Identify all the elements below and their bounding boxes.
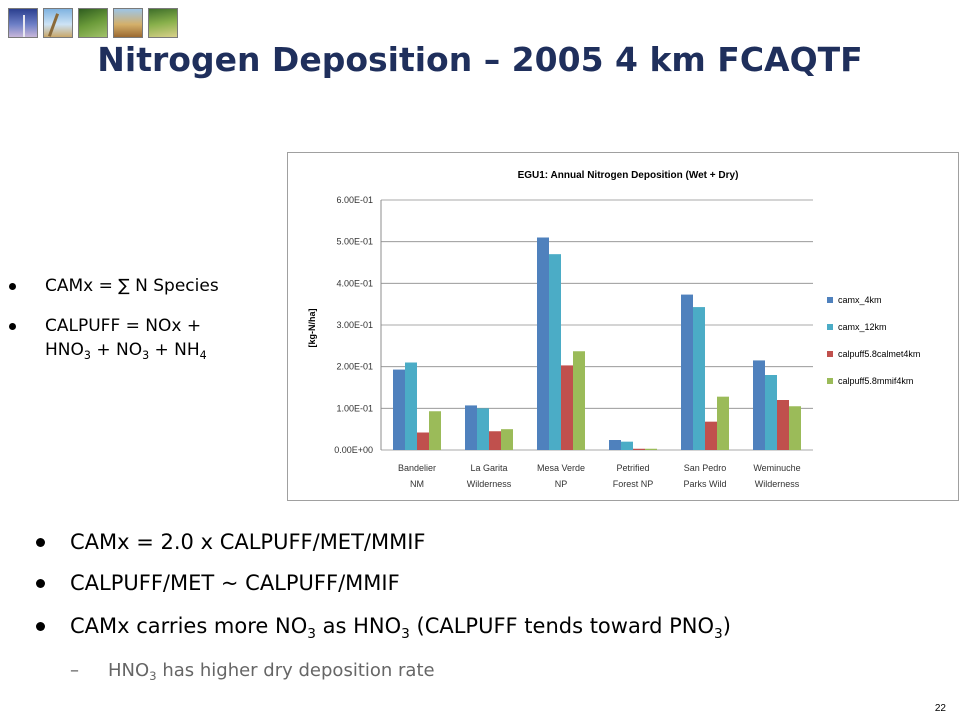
y-tick-label: 1.00E-01: [336, 403, 373, 413]
x-tick-label: Mesa Verde: [537, 463, 585, 473]
thumbnail-strip: [8, 8, 178, 38]
bar-camx_12km: [405, 362, 417, 450]
x-tick-label: Weminuche: [753, 463, 800, 473]
wetland-thumbnail: [148, 8, 178, 38]
x-tick-label: La Garita: [470, 463, 507, 473]
y-tick-label: 4.00E-01: [336, 278, 373, 288]
bar-camx_4km: [393, 369, 405, 450]
bar-camx_12km: [765, 375, 777, 450]
chart-svg: EGU1: Annual Nitrogen Deposition (Wet + …: [307, 170, 920, 489]
y-tick-label: 5.00E-01: [336, 237, 373, 247]
autumn-field-thumbnail: [113, 8, 143, 38]
x-tick-label: Petrified: [616, 463, 649, 473]
page-number: 22: [934, 703, 946, 714]
bullet-dot: [9, 283, 16, 290]
main-bullet-text: CAMx = 2.0 x CALPUFF/MET/MMIF: [70, 530, 426, 554]
legend-entry: camx_12km: [838, 322, 887, 332]
bar-calpuff5.8calmet4km: [705, 421, 717, 450]
bullet-dot: [36, 622, 45, 631]
legend-swatch: [827, 351, 833, 357]
chart-title: EGU1: Annual Nitrogen Deposition (Wet + …: [518, 170, 739, 181]
bar-calpuff5.8mmif4km: [789, 406, 801, 450]
x-tick-label: Wilderness: [755, 479, 800, 489]
x-tick-label: San Pedro: [684, 463, 727, 473]
bar-calpuff5.8mmif4km: [429, 411, 441, 450]
bullet-dot: [36, 538, 45, 547]
wind-turbine-thumbnail: [8, 8, 38, 38]
bullet-dot: [36, 579, 45, 588]
x-tick-label: NM: [410, 479, 424, 489]
bar-camx_12km: [693, 307, 705, 450]
nitrogen-deposition-chart: EGU1: Annual Nitrogen Deposition (Wet + …: [287, 152, 959, 501]
side-bullet-1: CAMx = ∑ N Species: [9, 274, 279, 298]
main-bullet-text: CALPUFF/MET ~ CALPUFF/MMIF: [70, 571, 400, 595]
legend-swatch: [827, 324, 833, 330]
bullet-dot: [9, 323, 16, 330]
sub-bullet: – HNO3 has higher dry deposition rate: [70, 660, 570, 684]
grass-thumbnail: [43, 8, 73, 38]
main-bullet-1: CAMx = 2.0 x CALPUFF/MET/MMIF: [36, 528, 916, 556]
bar-calpuff5.8mmif4km: [501, 429, 513, 450]
bar-calpuff5.8calmet4km: [777, 400, 789, 450]
bar-calpuff5.8mmif4km: [573, 351, 585, 450]
forest-thumbnail: [78, 8, 108, 38]
y-tick-label: 0.00E+00: [334, 445, 373, 455]
bar-camx_4km: [465, 405, 477, 450]
x-tick-label: Parks Wild: [683, 479, 726, 489]
bar-camx_12km: [549, 254, 561, 450]
y-tick-label: 2.00E-01: [336, 362, 373, 372]
bar-calpuff5.8calmet4km: [489, 431, 501, 450]
sub-bullet-text: HNO3 has higher dry deposition rate: [108, 660, 435, 684]
bar-camx_4km: [681, 294, 693, 450]
slide-title: Nitrogen Deposition – 2005 4 km FCAQTF: [97, 40, 863, 79]
bar-calpuff5.8calmet4km: [417, 432, 429, 450]
x-tick-label: NP: [555, 479, 568, 489]
bar-camx_12km: [477, 408, 489, 450]
bar-calpuff5.8calmet4km: [561, 365, 573, 450]
side-bullet-text: CALPUFF = NOx + HNO3 + NO3 + NH4: [45, 316, 207, 362]
y-tick-label: 6.00E-01: [336, 195, 373, 205]
x-tick-label: Bandelier: [398, 463, 436, 473]
main-bullet-text: CAMx carries more NO3 as HNO3 (CALPUFF t…: [70, 614, 731, 642]
main-bullet-3: CAMx carries more NO3 as HNO3 (CALPUFF t…: [36, 612, 936, 642]
side-bullet-2: CALPUFF = NOx + HNO3 + NO3 + NH4: [9, 314, 279, 366]
legend-swatch: [827, 378, 833, 384]
bar-camx_12km: [621, 441, 633, 450]
side-bullet-text: CAMx = ∑ N Species: [45, 276, 219, 296]
sub-bullet-dash: –: [70, 660, 79, 681]
main-bullet-2: CALPUFF/MET ~ CALPUFF/MMIF: [36, 569, 916, 597]
bar-camx_4km: [609, 440, 621, 450]
x-tick-label: Wilderness: [467, 479, 512, 489]
bar-camx_4km: [753, 360, 765, 450]
legend-entry: calpuff5.8calmet4km: [838, 349, 920, 359]
bar-calpuff5.8mmif4km: [717, 396, 729, 450]
bar-calpuff5.8mmif4km: [645, 448, 657, 450]
legend-swatch: [827, 297, 833, 303]
legend-entry: camx_4km: [838, 295, 882, 305]
legend-entry: calpuff5.8mmif4km: [838, 376, 913, 386]
y-tick-label: 3.00E-01: [336, 320, 373, 330]
x-tick-label: Forest NP: [613, 479, 654, 489]
y-axis-label: [kg-N/ha]: [307, 309, 317, 348]
bar-calpuff5.8calmet4km: [633, 448, 645, 450]
bar-camx_4km: [537, 237, 549, 450]
